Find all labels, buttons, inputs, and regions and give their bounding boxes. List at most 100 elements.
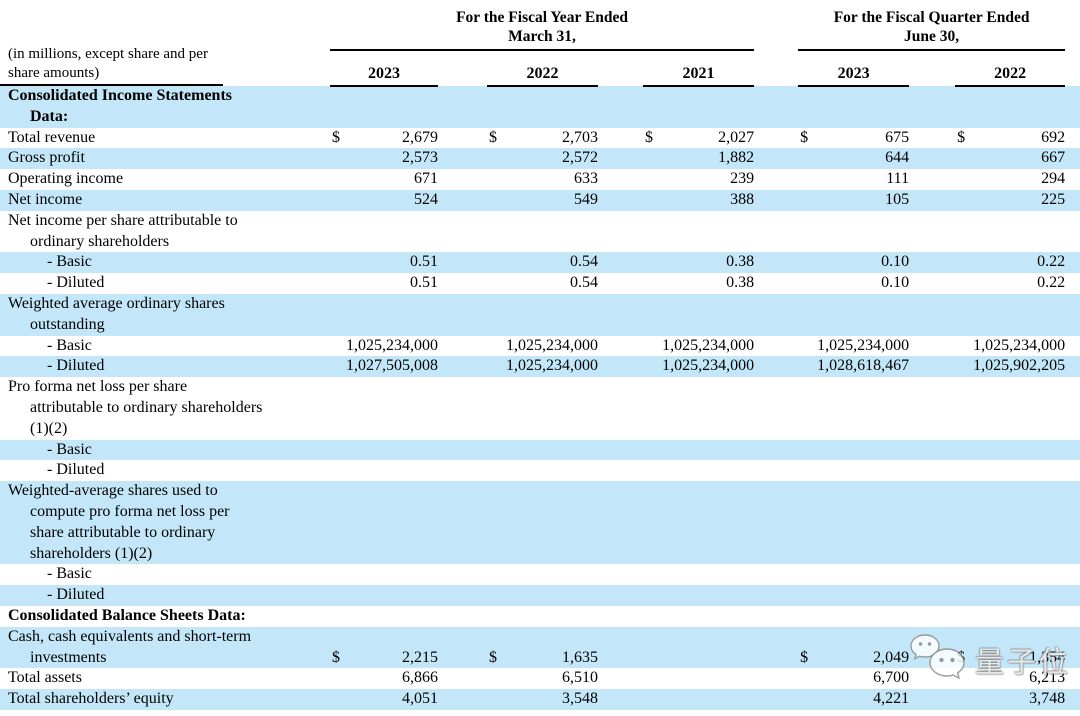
header-spacer (1065, 0, 1080, 50)
table-row: Total shareholders’ equity 4,051 3,548 4,22… (0, 689, 1080, 710)
dollar-sign-cell (330, 148, 346, 169)
spacer-cell (909, 627, 955, 669)
spacer-cell (754, 585, 798, 606)
fiscal-year-title-line2: March 31, (508, 27, 576, 45)
dollar-sign-cell (798, 190, 814, 211)
dollar-sign-cell (643, 294, 659, 336)
dollar-sign-cell (487, 148, 503, 169)
value-cell: 2,049 (873, 648, 910, 666)
spacer-cell (438, 336, 487, 357)
dollar-sign-cell (955, 564, 971, 585)
spacer-cell (598, 169, 643, 190)
spacer-cell (598, 211, 643, 253)
header-spacer (754, 0, 798, 50)
spacer-cell (1065, 481, 1080, 564)
spacer-cell (438, 294, 487, 336)
dollar-sign-cell: $ (332, 128, 340, 146)
spacer-cell (754, 252, 798, 273)
table-row: - Basic (0, 564, 1080, 585)
value-cell (814, 377, 909, 439)
spacer-cell (909, 294, 955, 336)
table-row: - Diluted 0.51 0.54 0.38 0.10 0.22 (0, 273, 1080, 294)
spacer-cell (1065, 356, 1080, 377)
value-cell (971, 86, 1065, 128)
dollar-sign-cell (955, 481, 971, 564)
spacer-cell (438, 356, 487, 377)
value-cell (659, 86, 754, 128)
table-row: Total assets 6,866 6,510 6,700 6,213 (0, 668, 1080, 689)
table-row: Operating income 671 633 239 111 294 (0, 169, 1080, 190)
dollar-sign-cell (798, 668, 814, 689)
value-cell: 0.51 (410, 274, 438, 292)
spacer-cell (754, 689, 798, 710)
value-cell (503, 585, 598, 606)
value-cell: 1,028,618,467 (817, 357, 910, 375)
spacer-cell (598, 481, 643, 564)
spacer-cell (909, 86, 955, 128)
dollar-sign-cell (487, 585, 503, 606)
spacer-cell (1065, 606, 1080, 627)
dollar-sign-cell (487, 211, 503, 253)
value-cell: 225 (1041, 190, 1066, 208)
value-cell (346, 211, 438, 253)
dollar-sign-cell (955, 606, 971, 627)
dollar-sign-cell (955, 356, 971, 377)
dollar-sign-cell (643, 440, 659, 461)
row-label: Total revenue (8, 128, 96, 146)
row-label: Total shareholders’ equity (8, 690, 174, 708)
table-row: - Diluted 1,027,505,008 1,025,234,000 1,025… (0, 356, 1080, 378)
dollar-sign-cell (955, 440, 971, 461)
spacer-cell (598, 460, 643, 481)
dollar-sign-cell (330, 356, 346, 377)
spacer-cell (1065, 252, 1080, 273)
dollar-sign-cell (955, 273, 971, 294)
value-cell: 111 (886, 170, 910, 188)
dollar-sign-cell: $ (489, 648, 497, 666)
spacer-cell (754, 668, 798, 689)
value-cell (971, 440, 1065, 461)
dollar-sign-cell (955, 336, 971, 357)
value-cell: 1,354 (1029, 648, 1066, 666)
spacer-cell (754, 564, 798, 585)
dollar-sign-cell (330, 460, 346, 481)
row-label: - Basic (47, 336, 92, 354)
spacer-cell (438, 148, 487, 169)
spacer-cell (754, 190, 798, 211)
spacer-cell (909, 252, 955, 273)
table-row: - Basic (0, 439, 1080, 461)
row-label: Consolidated Income Statements Data: (8, 87, 232, 125)
spacer-cell (909, 564, 955, 585)
value-cell: 1,025,234,000 (973, 336, 1066, 354)
spacer-cell (438, 606, 487, 627)
dollar-sign-cell (643, 356, 659, 377)
value-cell: 1,025,902,205 (973, 357, 1066, 375)
value-cell: 0.54 (570, 253, 598, 271)
value-cell (814, 585, 909, 606)
spacer-cell (754, 128, 798, 149)
value-cell: 0.51 (410, 253, 438, 271)
spacer-cell (438, 128, 487, 149)
value-cell (814, 294, 909, 336)
value-cell (814, 460, 909, 481)
dollar-sign-cell (487, 190, 503, 211)
dollar-sign-cell (330, 481, 346, 564)
spacer-cell (598, 585, 643, 606)
dollar-sign-cell: $ (957, 648, 966, 666)
value-cell: 0.38 (726, 253, 755, 271)
value-cell: 0.22 (1037, 253, 1066, 271)
spacer-cell (1065, 211, 1080, 253)
dollar-sign-cell (798, 377, 814, 439)
spacer-cell (438, 668, 487, 689)
value-cell (814, 86, 909, 128)
spacer-cell (909, 336, 955, 357)
spacer-cell (1065, 336, 1080, 357)
spacer-cell (754, 211, 798, 253)
dollar-sign-cell (487, 377, 503, 439)
header-group-row: (in millions, except share and per share… (0, 0, 1080, 86)
units-note-line1: (in millions, except share and per (8, 46, 208, 62)
spacer-cell (754, 481, 798, 564)
value-cell (659, 585, 754, 606)
table-row: - Basic 0.51 0.54 0.38 0.10 0.22 (0, 252, 1080, 274)
value-cell (346, 460, 438, 481)
value-cell: 524 (414, 190, 438, 208)
